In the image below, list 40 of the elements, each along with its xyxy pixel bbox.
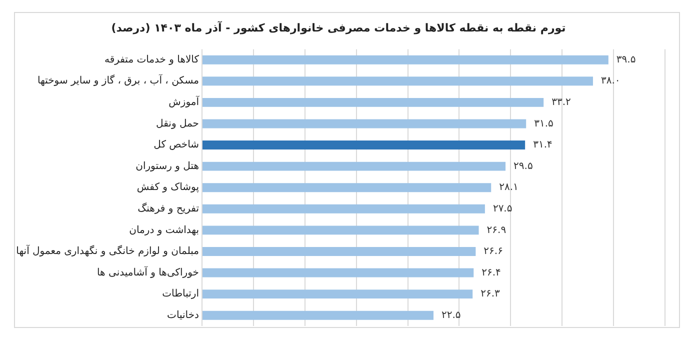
bar xyxy=(202,290,473,299)
data-label: ۳۱.۴ xyxy=(533,140,552,151)
data-label: ۳۳.۲ xyxy=(552,97,571,108)
y-tick-label: پوشاک و کفش xyxy=(136,182,200,194)
bar xyxy=(202,226,479,235)
chart-title: تورم نقطه به نقطه کالاها و خدمات مصرفی خانوارهای کشور - آذر ماه ۱۴۰۳ (درصد) xyxy=(111,20,566,34)
bar xyxy=(202,140,526,150)
y-tick-label: تفریح و فرهنگ xyxy=(138,202,200,214)
y-tick-label: بهداشت و درمان xyxy=(129,224,199,236)
bar xyxy=(202,204,485,214)
data-label: ۲۶.۳ xyxy=(480,288,501,300)
bar xyxy=(202,98,544,107)
data-label: ۲۶.۹ xyxy=(486,224,506,236)
data-label: ۳۱.۵ xyxy=(534,118,554,130)
y-tick-label: هتل و رستوران xyxy=(136,160,199,172)
bar xyxy=(202,162,506,171)
y-tick-label: مسکن ، آب ، برق ، گاز و سایر سوختها xyxy=(37,74,199,87)
y-tick-label: ارتباطات xyxy=(162,288,199,300)
data-label: ۳۹.۵ xyxy=(616,54,636,66)
y-tick-label: دخانیات xyxy=(167,310,199,321)
data-label: ۲۸.۱ xyxy=(499,182,518,194)
y-tick-label: مبلمان و لوازم خانگی و نگهداری معمول آنها xyxy=(16,244,199,258)
bar xyxy=(202,310,434,320)
bar xyxy=(202,55,608,64)
data-label: ۲۶.۴ xyxy=(482,267,501,278)
y-tick-label: آموزش xyxy=(168,95,200,108)
bar xyxy=(202,183,492,192)
y-tick-label: خوراکی‌ها و آشامیدنی ها xyxy=(96,265,199,278)
bar xyxy=(202,268,474,278)
y-tick-label: حمل ونقل xyxy=(156,118,199,130)
data-label: ۲۷.۵ xyxy=(492,203,512,214)
data-label: ۳۸.۰ xyxy=(600,76,620,87)
bar xyxy=(202,247,476,256)
data-label: ۲۹.۵ xyxy=(514,160,533,172)
data-label: ۲۲.۵ xyxy=(442,310,461,321)
y-tick-label: کالاها و خدمات متفرقه xyxy=(104,54,200,66)
bar xyxy=(202,76,593,86)
bar xyxy=(202,119,526,128)
y-tick-label: شاخص کل xyxy=(154,140,199,151)
data-label: ۲۶.۶ xyxy=(484,246,503,258)
